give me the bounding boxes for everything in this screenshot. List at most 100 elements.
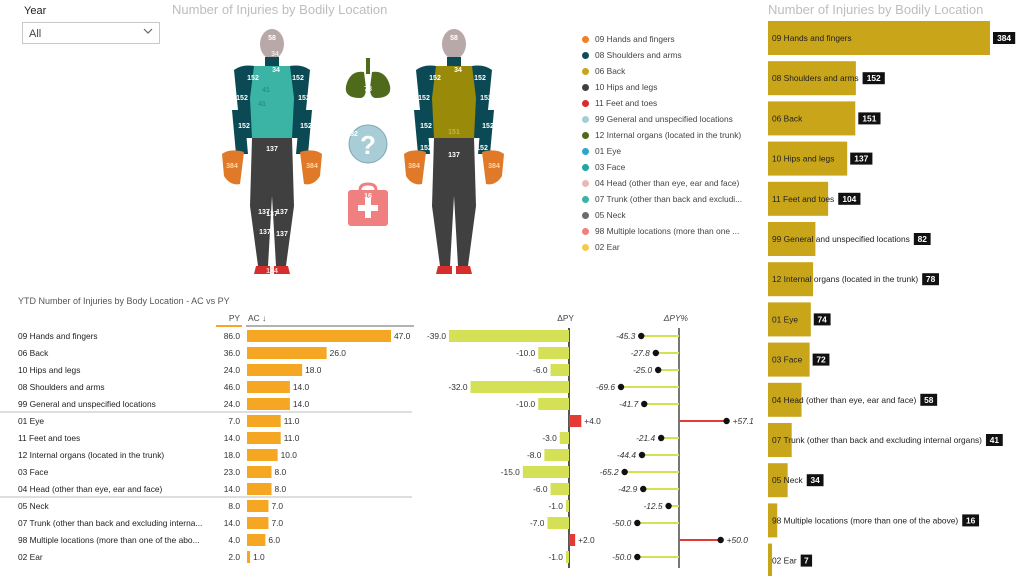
rank-bar[interactable]: [768, 302, 811, 337]
front-hand-right[interactable]: [300, 150, 322, 185]
back-foot-right[interactable]: [456, 266, 472, 274]
legend-item[interactable]: 04 Head (other than eye, ear and face): [582, 175, 752, 191]
dpy-bar[interactable]: [470, 381, 569, 393]
rank-bar[interactable]: [768, 61, 856, 96]
row-label: 07 Trunk (other than back and excluding …: [18, 518, 202, 528]
back-trunk[interactable]: [432, 66, 476, 138]
py-value: 14.0: [224, 433, 241, 443]
legend-item[interactable]: 01 Eye: [582, 143, 752, 159]
ac-bar[interactable]: [247, 500, 269, 512]
front-neck-label: 34: [272, 67, 280, 74]
legend: 09 Hands and fingers 08 Shoulders and arm…: [582, 31, 752, 255]
front-forearm-right[interactable]: [296, 110, 312, 154]
dpy-bar[interactable]: [569, 534, 576, 546]
dpypct-dot[interactable]: [617, 383, 625, 391]
legend-item[interactable]: 03 Face: [582, 159, 752, 175]
dpy-bar[interactable]: [522, 466, 569, 478]
ac-bar[interactable]: [247, 347, 327, 359]
legend-item[interactable]: 12 Internal organs (located in the trunk…: [582, 127, 752, 143]
dpypct-dot[interactable]: [723, 417, 730, 425]
rank-bar[interactable]: [768, 262, 814, 297]
year-dropdown[interactable]: All: [22, 22, 160, 44]
rank-bar[interactable]: [768, 503, 778, 538]
rank-value-label: 82: [918, 234, 928, 244]
legend-item[interactable]: 06 Back: [582, 63, 752, 79]
rank-bar[interactable]: [768, 342, 810, 377]
rank-bar[interactable]: [768, 423, 792, 457]
back-forearm-left[interactable]: [414, 110, 430, 154]
ac-bar[interactable]: [247, 449, 278, 461]
ac-bar[interactable]: [247, 432, 281, 444]
dpypct-dot[interactable]: [621, 468, 628, 476]
ac-bar[interactable]: [247, 551, 251, 563]
legend-label: 99 General and unspecified locations: [595, 114, 733, 124]
back-head[interactable]: [442, 29, 466, 59]
back-hand-right[interactable]: [482, 150, 504, 185]
back-forearm-right[interactable]: [478, 110, 494, 154]
first-aid-kit-icon[interactable]: 16: [348, 182, 388, 226]
rank-bar[interactable]: [768, 141, 848, 176]
dpy-bar[interactable]: [569, 415, 582, 427]
dpy-bar[interactable]: [565, 551, 569, 563]
legend-item[interactable]: 05 Neck: [582, 207, 752, 223]
dpy-bar[interactable]: [565, 500, 569, 512]
dpypct-dot[interactable]: [654, 366, 662, 374]
dpy-bar[interactable]: [559, 432, 569, 444]
lungs-icon[interactable]: 78: [345, 58, 391, 98]
front-foot-left[interactable]: [254, 266, 270, 274]
dpy-bar[interactable]: [547, 517, 569, 529]
dpy-bar[interactable]: [538, 347, 569, 359]
dpypct-dot[interactable]: [640, 485, 647, 493]
dpypct-dot[interactable]: [717, 536, 724, 544]
dpypct-dot[interactable]: [634, 519, 641, 527]
legend-item[interactable]: 10 Hips and legs: [582, 79, 752, 95]
dpypct-dot[interactable]: [638, 451, 646, 459]
dpypct-dot[interactable]: [634, 553, 641, 561]
dpypct-dot[interactable]: [638, 332, 645, 340]
dpypct-dot[interactable]: [657, 434, 665, 442]
rank-bar[interactable]: [768, 101, 856, 136]
front-hand-left[interactable]: [222, 150, 244, 185]
dpy-bar[interactable]: [538, 398, 569, 410]
ac-bar[interactable]: [247, 398, 290, 410]
ac-bar[interactable]: [247, 415, 281, 427]
dpypct-dot[interactable]: [652, 349, 660, 357]
dpy-bar[interactable]: [550, 483, 569, 495]
rank-bar[interactable]: [768, 382, 802, 417]
ac-bar[interactable]: [247, 381, 290, 393]
back-foot-left[interactable]: [436, 266, 452, 274]
rank-bar[interactable]: [768, 463, 788, 498]
rank-bar[interactable]: [768, 181, 829, 216]
legend-item[interactable]: 11 Feet and toes: [582, 95, 752, 111]
dpy-bar[interactable]: [449, 330, 569, 342]
back-legs[interactable]: [432, 138, 476, 266]
legend-item[interactable]: 08 Shoulders and arms: [582, 47, 752, 63]
front-head[interactable]: [260, 29, 284, 59]
front-legs[interactable]: [250, 138, 294, 266]
legend-item[interactable]: 99 General and unspecified locations: [582, 111, 752, 127]
ac-bar[interactable]: [247, 483, 272, 495]
front-foot-right[interactable]: [274, 266, 290, 274]
rank-bar[interactable]: [768, 543, 773, 576]
question-icon[interactable]: ? 82: [348, 124, 388, 164]
legend-item[interactable]: 98 Multiple locations (more than one ...: [582, 223, 752, 239]
ac-bar[interactable]: [247, 517, 269, 529]
dpy-bar[interactable]: [550, 364, 569, 376]
ac-bar[interactable]: [247, 534, 266, 546]
ac-bar[interactable]: [247, 466, 272, 478]
ac-bar[interactable]: [247, 330, 391, 342]
dpypct-dot[interactable]: [641, 400, 648, 408]
front-forearm-left[interactable]: [232, 110, 248, 154]
rank-bar[interactable]: [768, 222, 816, 256]
legend-item[interactable]: 09 Hands and fingers: [582, 31, 752, 47]
ac-bar[interactable]: [247, 364, 303, 376]
dpypct-value: +50.0: [727, 535, 749, 545]
dpypct-dot[interactable]: [665, 502, 672, 510]
legend-item[interactable]: 02 Ear: [582, 239, 752, 255]
front-leg-center-label: 137: [266, 211, 278, 218]
rank-bar[interactable]: [768, 21, 990, 55]
back-hand-left[interactable]: [404, 150, 426, 185]
legend-item[interactable]: 07 Trunk (other than back and excludi...: [582, 191, 752, 207]
front-trunk[interactable]: [250, 66, 294, 138]
dpy-bar[interactable]: [544, 449, 569, 461]
